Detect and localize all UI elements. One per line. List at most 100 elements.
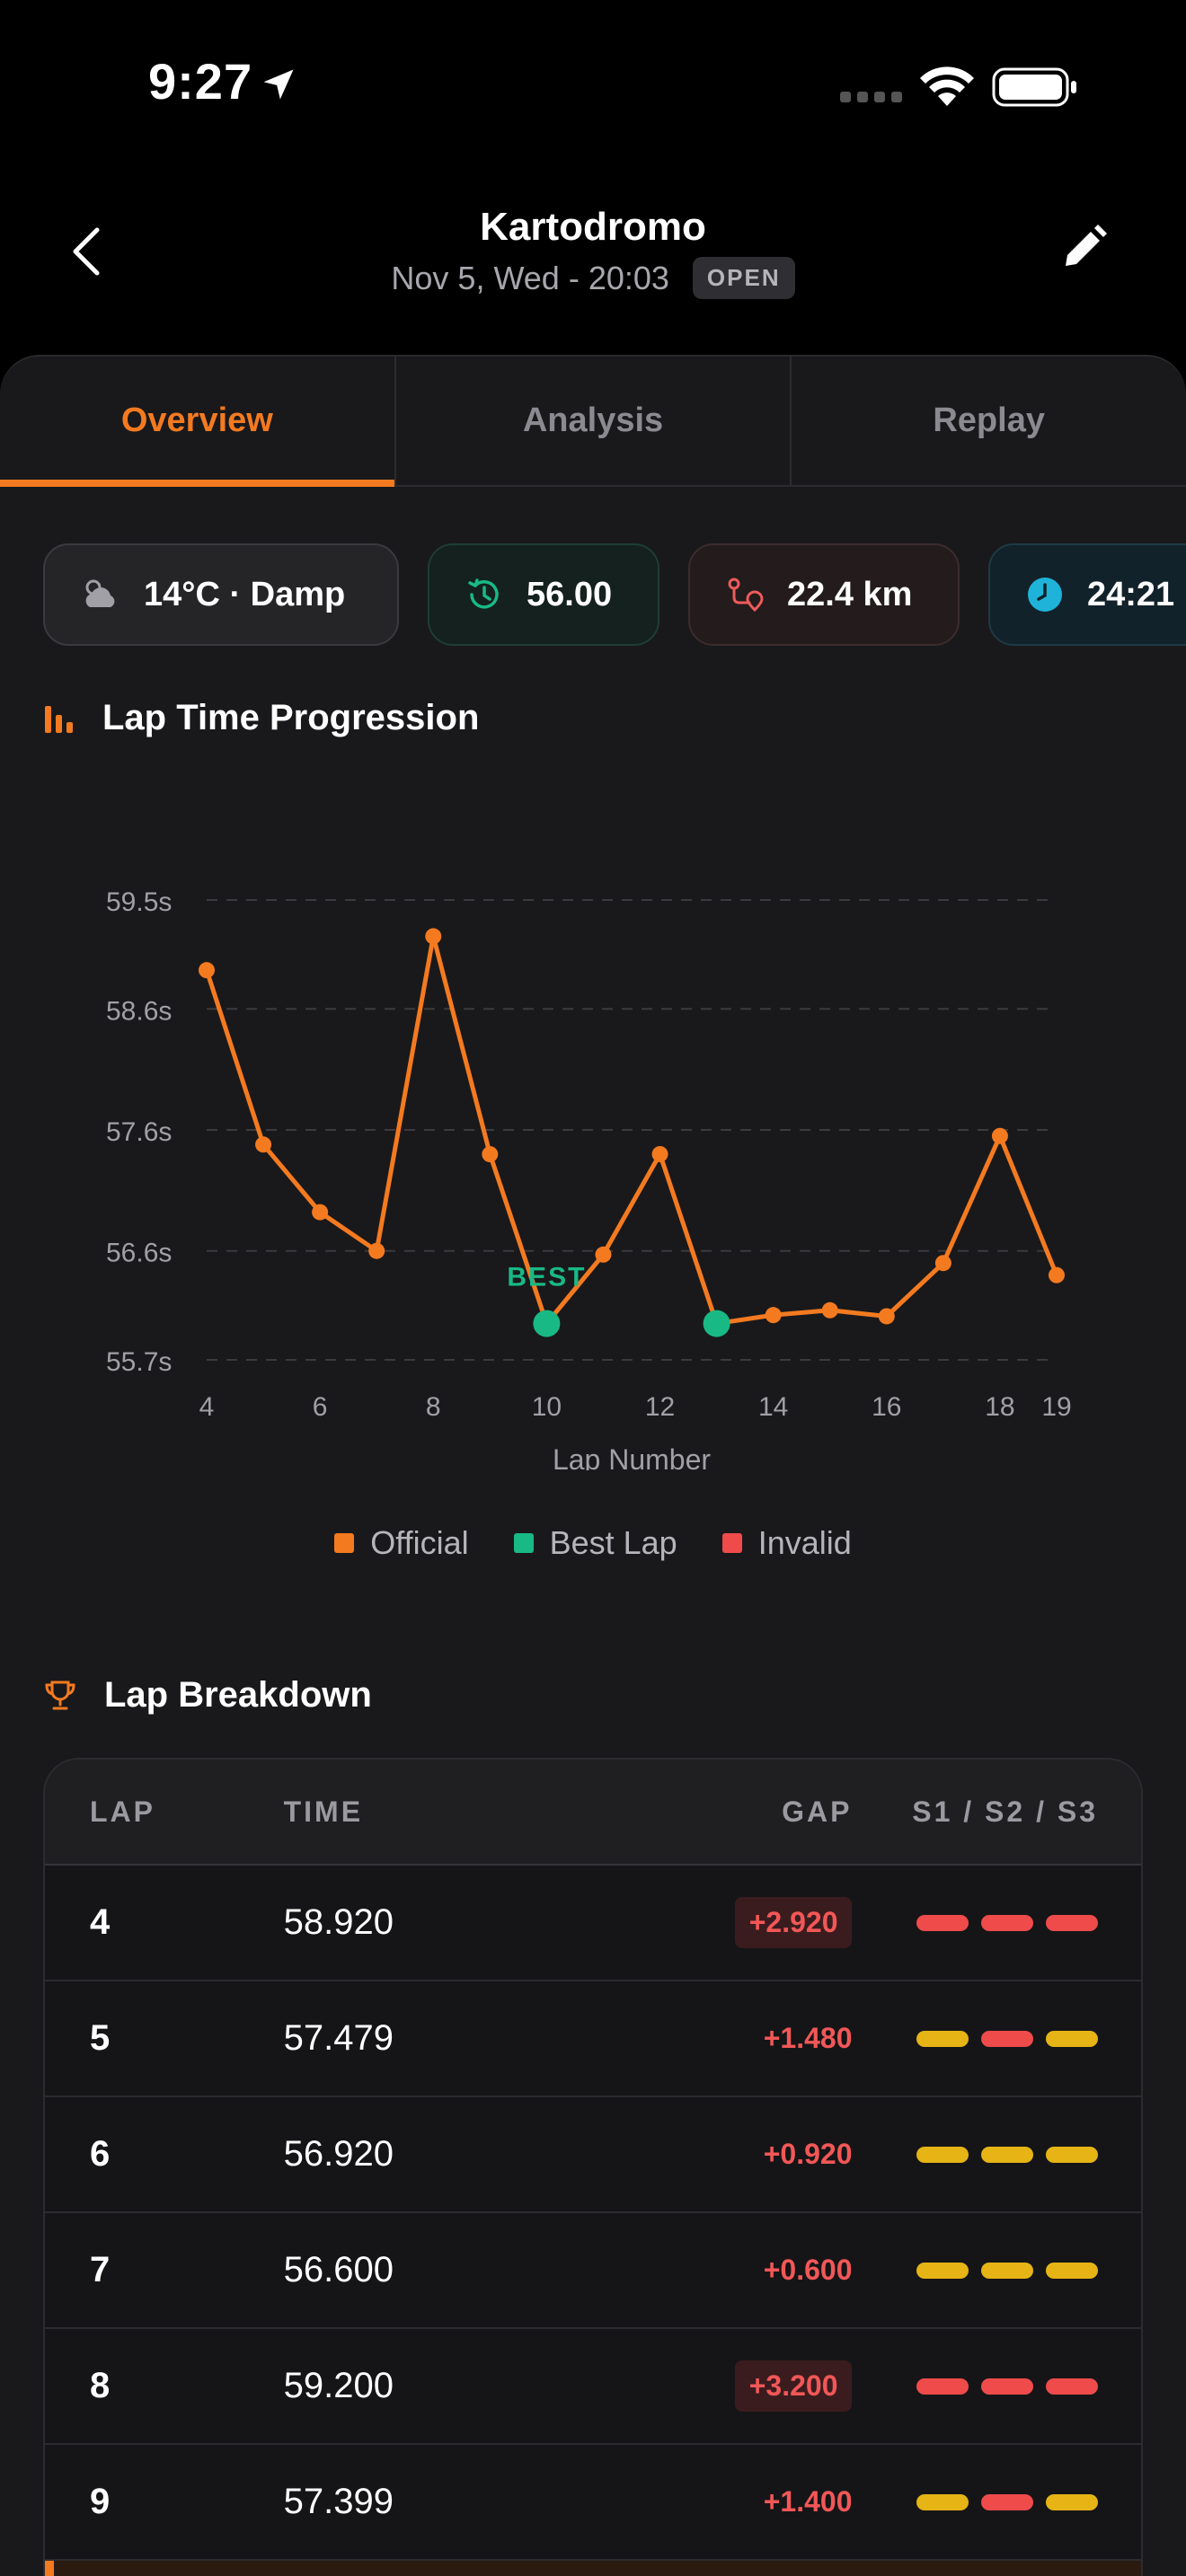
table-row[interactable]: 5 57.479 +1.480 [45, 1981, 1141, 2097]
duration-label: 24:21 [1087, 575, 1175, 613]
data-point [312, 1204, 329, 1221]
data-point [199, 962, 215, 979]
legend-best-lap: Best Lap [513, 1524, 677, 1562]
route-icon [728, 578, 764, 613]
location-arrow-icon [263, 69, 294, 100]
signal-icon [840, 92, 902, 102]
x-tick-label: 16 [872, 1392, 901, 1422]
sector-indicators [852, 2262, 1141, 2279]
lap-breakdown-table: LAP TIME GAP S1 / S2 / S3 4 58.920 +2.920 5… [43, 1758, 1143, 2576]
tab-overview[interactable]: Overview [0, 357, 396, 487]
table-row[interactable]: 8 59.200 +3.200 [45, 2329, 1141, 2445]
chart-svg: 59.5s 58.6s 57.6s 56.6s 55.7s 4 6 8 10 12 14 16 18 19… [106, 887, 1072, 1470]
sector-2-indicator [981, 2493, 1033, 2510]
clock-icon [1028, 578, 1062, 612]
data-point [1049, 1266, 1065, 1284]
header: Kartodromo Nov 5, Wed - 20:03 OPEN [0, 198, 1186, 314]
x-tick-label: 12 [645, 1392, 675, 1422]
breakdown-title: Lap Breakdown [104, 1675, 372, 1715]
x-tick-label: 6 [313, 1392, 328, 1422]
lap-gap: +3.200 [734, 2360, 853, 2412]
lap-gap: +2.920 [734, 1897, 853, 1948]
best-lap-chip[interactable]: 56.00 [428, 543, 659, 646]
distance-label: 22.4 km [787, 575, 913, 613]
history-icon [468, 578, 499, 609]
data-point [765, 1307, 782, 1324]
data-point [482, 1146, 499, 1163]
best-label: BEST [507, 1263, 586, 1292]
legend-official: Official [334, 1524, 469, 1562]
x-tick-label: 8 [426, 1392, 441, 1422]
sector-indicators [852, 2493, 1141, 2510]
back-button[interactable] [63, 223, 113, 280]
legend-best-swatch [513, 1533, 534, 1553]
col-lap: LAP [90, 1795, 155, 1828]
sector-1-indicator [916, 2378, 969, 2395]
x-tick-label: 10 [532, 1392, 562, 1422]
data-point [595, 1246, 612, 1263]
lap-gap-cell: +1.480 [678, 2013, 853, 2064]
lap-time: 58.920 [283, 1902, 394, 1942]
y-tick-label: 56.6s [106, 1239, 172, 1268]
tab-analysis[interactable]: Analysis [396, 357, 792, 485]
subtitle-row: Nov 5, Wed - 20:03 OPEN [0, 257, 1186, 299]
battery-icon [992, 67, 1076, 107]
legend-invalid: Invalid [721, 1524, 852, 1562]
sector-indicators [852, 2030, 1141, 2047]
table-row[interactable]: 6 56.920 +0.920 [45, 2097, 1141, 2213]
status-badge: OPEN [692, 257, 795, 299]
y-tick-label: 55.7s [106, 1347, 172, 1377]
sector-3-indicator [1046, 1914, 1098, 1931]
best-lap-point [703, 1310, 730, 1337]
sector-1-indicator [916, 2030, 969, 2047]
table-row[interactable]: 7 56.600 +0.600 [45, 2213, 1141, 2329]
legend-invalid-label: Invalid [757, 1524, 852, 1561]
lap-time: 57.479 [283, 2018, 394, 2058]
table-row[interactable]: 9 57.399 +1.400 [45, 2445, 1141, 2561]
col-gap: GAP [782, 1795, 853, 1828]
data-point [651, 1145, 668, 1162]
table-row[interactable]: 4 58.920 +2.920 [45, 1866, 1141, 1981]
page-title: Kartodromo [480, 205, 706, 249]
sector-1-indicator [916, 1914, 969, 1931]
status-time: 9:27 [148, 53, 253, 110]
data-point [991, 1127, 1008, 1144]
wifi-icon [920, 66, 974, 106]
table-header: LAP TIME GAP S1 / S2 / S3 [45, 1760, 1141, 1866]
legend-best-label: Best Lap [549, 1524, 677, 1561]
data-point [878, 1308, 895, 1325]
table-body: 4 58.920 +2.920 5 57.479 +1.480 6 56.920 +0.920 7… [45, 1866, 1141, 2561]
chart-title: Lap Time Progression [102, 698, 480, 737]
table-row-peek[interactable] [45, 2561, 1141, 2576]
sector-3-indicator [1046, 2146, 1098, 2163]
lap-gap-cell: +0.920 [678, 2129, 853, 2180]
tab-bar: Overview Analysis Replay [0, 357, 1186, 487]
best-lap-point [533, 1310, 561, 1337]
sector-2-indicator [981, 2030, 1033, 2047]
data-point [368, 1242, 385, 1259]
lap-time: 56.600 [283, 2250, 394, 2289]
series-line-official [204, 933, 1059, 1327]
weather-chip[interactable]: 14°C · Damp [43, 543, 399, 646]
data-point [255, 1136, 272, 1153]
distance-chip[interactable]: 22.4 km [688, 543, 960, 646]
lap-number: 6 [90, 2134, 111, 2174]
best-lap-label: 56.00 [527, 575, 613, 613]
tab-replay[interactable]: Replay [933, 401, 1045, 439]
x-tick-label: 4 [199, 1392, 215, 1422]
edit-button[interactable] [1058, 223, 1109, 273]
sector-2-indicator [981, 1914, 1033, 1931]
x-tick-label: 19 [1041, 1392, 1071, 1422]
duration-chip[interactable]: 24:21 [988, 543, 1186, 646]
trophy-icon [45, 1681, 75, 1709]
stats-chips: 14°C · Damp 56.00 22.4 km 24:21 [43, 543, 1186, 646]
weather-label: 14°C · Damp [144, 575, 346, 613]
chart-legend: Official Best Lap Invalid [0, 1524, 1186, 1562]
lap-gap: +1.480 [763, 2022, 853, 2054]
lap-gap: +0.920 [763, 2138, 853, 2170]
cloud-sun-icon [85, 579, 115, 607]
lap-gap-cell: +2.920 [678, 1897, 853, 1948]
sector-3-indicator [1046, 2378, 1098, 2395]
sector-3-indicator [1046, 2262, 1098, 2279]
sector-2-indicator [981, 2378, 1033, 2395]
